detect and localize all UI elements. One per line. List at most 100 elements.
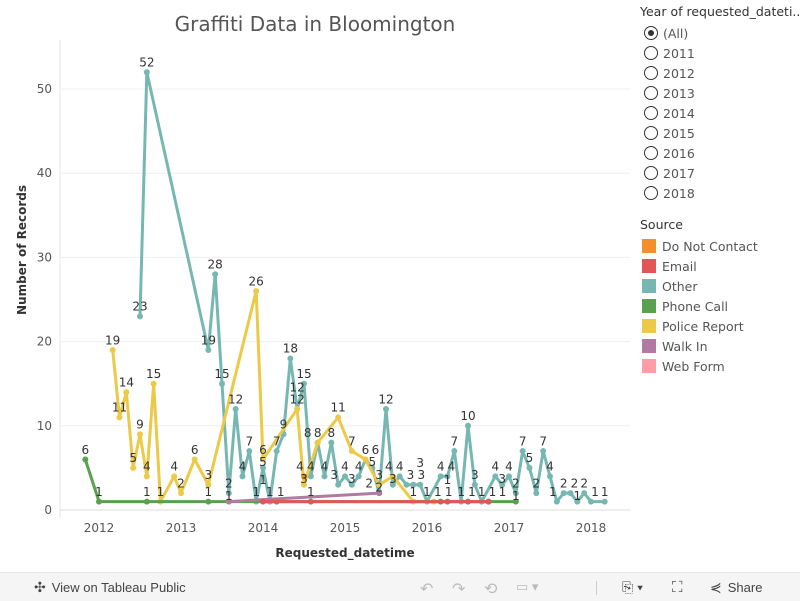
data-label-police-report: 6 [191,443,199,457]
filter-option-2017[interactable]: 2017 [640,163,800,183]
data-point-other [355,473,362,480]
data-label-other: 8 [314,426,322,440]
radio-icon [644,186,658,200]
y-tick-label: 50 [37,82,52,96]
data-point-other [212,271,219,278]
undo-button[interactable]: ↶ [420,579,433,599]
radio-icon [644,86,658,100]
filter-option-label: 2018 [663,185,695,201]
data-label-walk-in: 2 [365,476,373,490]
data-label-other: 4 [448,460,456,474]
data-point-other [547,473,553,480]
x-axis-title: Requested_datetime [275,546,414,561]
legend-item[interactable]: Other [640,276,800,296]
legend-item[interactable]: Police Report [640,316,800,336]
data-label-other: 1 [478,485,486,499]
data-point-police-report [260,456,266,463]
data-point-other [389,481,396,488]
filter-option-2016[interactable]: 2016 [640,143,800,163]
filter-option-2012[interactable]: 2012 [640,63,800,83]
radio-icon [644,106,658,120]
data-point-other [403,481,410,488]
pause-button[interactable]: ▭ ▾ [516,579,538,595]
data-label-phone-call: 1 [444,473,452,487]
x-tick-label: 2014 [248,521,279,535]
data-point-other [465,422,471,429]
filter-option-2014[interactable]: 2014 [640,103,800,123]
radio-icon [644,26,658,40]
data-label-phone-call: 1 [277,485,285,499]
data-label-phone-call: 1 [512,489,520,503]
data-label-other: 5 [526,451,534,465]
redo-icon: ↷ [452,581,466,598]
data-label-other: 1 [601,485,609,499]
data-label-other: 3 [330,468,338,482]
data-label-other: 3 [389,472,397,486]
legend-item[interactable]: Do Not Contact [640,236,800,256]
revert-button[interactable]: ⟲ [484,579,497,599]
data-point-phone-call [96,498,102,505]
data-label-other: 1 [266,485,274,499]
data-point-other [239,473,246,480]
data-label-police-report: 3 [375,468,383,482]
data-label-police-report: 19 [105,333,120,347]
data-label-other: 52 [139,55,154,69]
data-point-phone-call [82,456,89,463]
data-point-police-report [178,490,184,497]
legend-item[interactable]: Web Form [640,356,800,376]
data-label-other: 1 [457,485,465,499]
share-button[interactable]: ⋞ Share [710,579,762,596]
data-label-other: 2 [512,476,520,490]
data-label-other: 2 [580,476,588,490]
data-point-walk-in [376,490,383,497]
data-label-police-report: 3 [300,472,308,486]
legend-item[interactable]: Walk In [640,336,800,356]
data-point-other [533,490,540,497]
data-point-phone-call [205,498,212,505]
fullscreen-button[interactable]: ⛶ [672,579,683,596]
legend-label: Police Report [662,318,744,334]
data-label-email: 1 [259,473,267,487]
data-point-other [225,490,232,497]
filter-option-2013[interactable]: 2013 [640,83,800,103]
filter-option-2011[interactable]: 2011 [640,43,800,63]
x-tick-label: 2012 [84,521,115,535]
legend-item[interactable]: Phone Call [640,296,800,316]
data-point-other [567,490,574,497]
radio-icon [644,166,658,180]
data-label-police-report: 15 [146,367,161,381]
radio-icon [644,46,658,60]
data-label-other: 7 [539,434,547,448]
data-point-other [219,380,225,387]
data-point-police-report [335,414,342,421]
data-point-other [307,473,314,480]
filter-option-2018[interactable]: 2018 [640,183,800,203]
data-label-other: 5 [369,455,377,469]
redo-button[interactable]: ↷ [452,579,465,599]
filter-option-label: 2012 [663,65,695,81]
data-point-police-report [389,473,396,480]
data-point-other [232,405,239,412]
legend-item[interactable]: Email [640,256,800,276]
data-label-other: 23 [132,300,147,314]
legend-swatch [642,319,656,333]
y-axis-title: Number of Records [15,185,29,315]
view-on-tableau-button[interactable]: ✣ View on Tableau Public [34,579,186,596]
data-point-other [383,405,389,412]
data-label-police-report: 9 [136,418,144,432]
filter-option-2015[interactable]: 2015 [640,123,800,143]
data-point-phone-call [143,498,150,505]
data-label-phone-call: 1 [307,485,315,499]
filter-option-label: 2015 [663,125,695,141]
data-label-other: 6 [362,443,370,457]
legend-swatch [642,359,656,373]
data-point-police-report [301,481,307,488]
data-point-other [396,473,403,480]
data-label-other: 3 [498,472,506,486]
data-label-do-not-contact: 4 [296,460,304,474]
download-button[interactable]: ⎘ ▾ [622,579,643,596]
filter-option-all[interactable]: (All) [640,23,800,43]
data-point-other [512,490,519,497]
data-point-other [410,481,417,488]
